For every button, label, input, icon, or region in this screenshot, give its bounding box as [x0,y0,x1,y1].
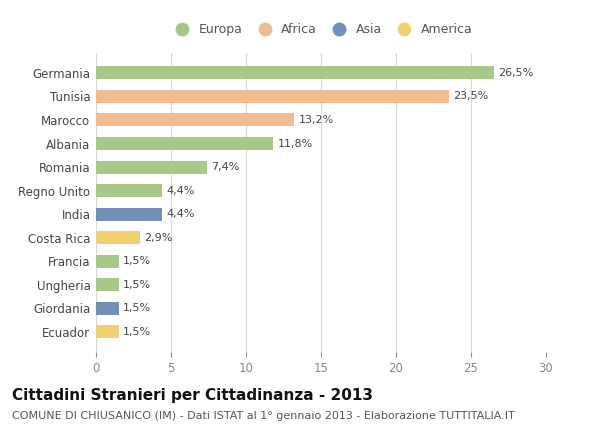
Bar [96,326,119,338]
Text: 1,5%: 1,5% [123,280,151,290]
Text: 4,4%: 4,4% [167,209,195,219]
Legend: Europa, Africa, Asia, America: Europa, Africa, Asia, America [170,23,472,36]
Bar [96,66,493,79]
Bar [96,161,207,173]
Bar [96,208,162,220]
Text: Cittadini Stranieri per Cittadinanza - 2013: Cittadini Stranieri per Cittadinanza - 2… [12,389,373,403]
Text: 1,5%: 1,5% [123,256,151,266]
Text: 4,4%: 4,4% [167,186,195,196]
Text: 2,9%: 2,9% [144,233,172,243]
Text: 1,5%: 1,5% [123,303,151,313]
Text: 23,5%: 23,5% [453,92,488,102]
Text: 13,2%: 13,2% [299,115,334,125]
Text: 26,5%: 26,5% [498,68,533,78]
Bar [96,302,119,315]
Text: COMUNE DI CHIUSANICO (IM) - Dati ISTAT al 1° gennaio 2013 - Elaborazione TUTTITA: COMUNE DI CHIUSANICO (IM) - Dati ISTAT a… [12,411,515,421]
Bar [96,90,449,103]
Bar [96,137,273,150]
Bar [96,231,139,244]
Bar [96,184,162,197]
Text: 1,5%: 1,5% [123,327,151,337]
Bar [96,255,119,268]
Bar [96,114,294,126]
Text: 7,4%: 7,4% [212,162,240,172]
Bar [96,279,119,291]
Text: 11,8%: 11,8% [277,139,313,149]
